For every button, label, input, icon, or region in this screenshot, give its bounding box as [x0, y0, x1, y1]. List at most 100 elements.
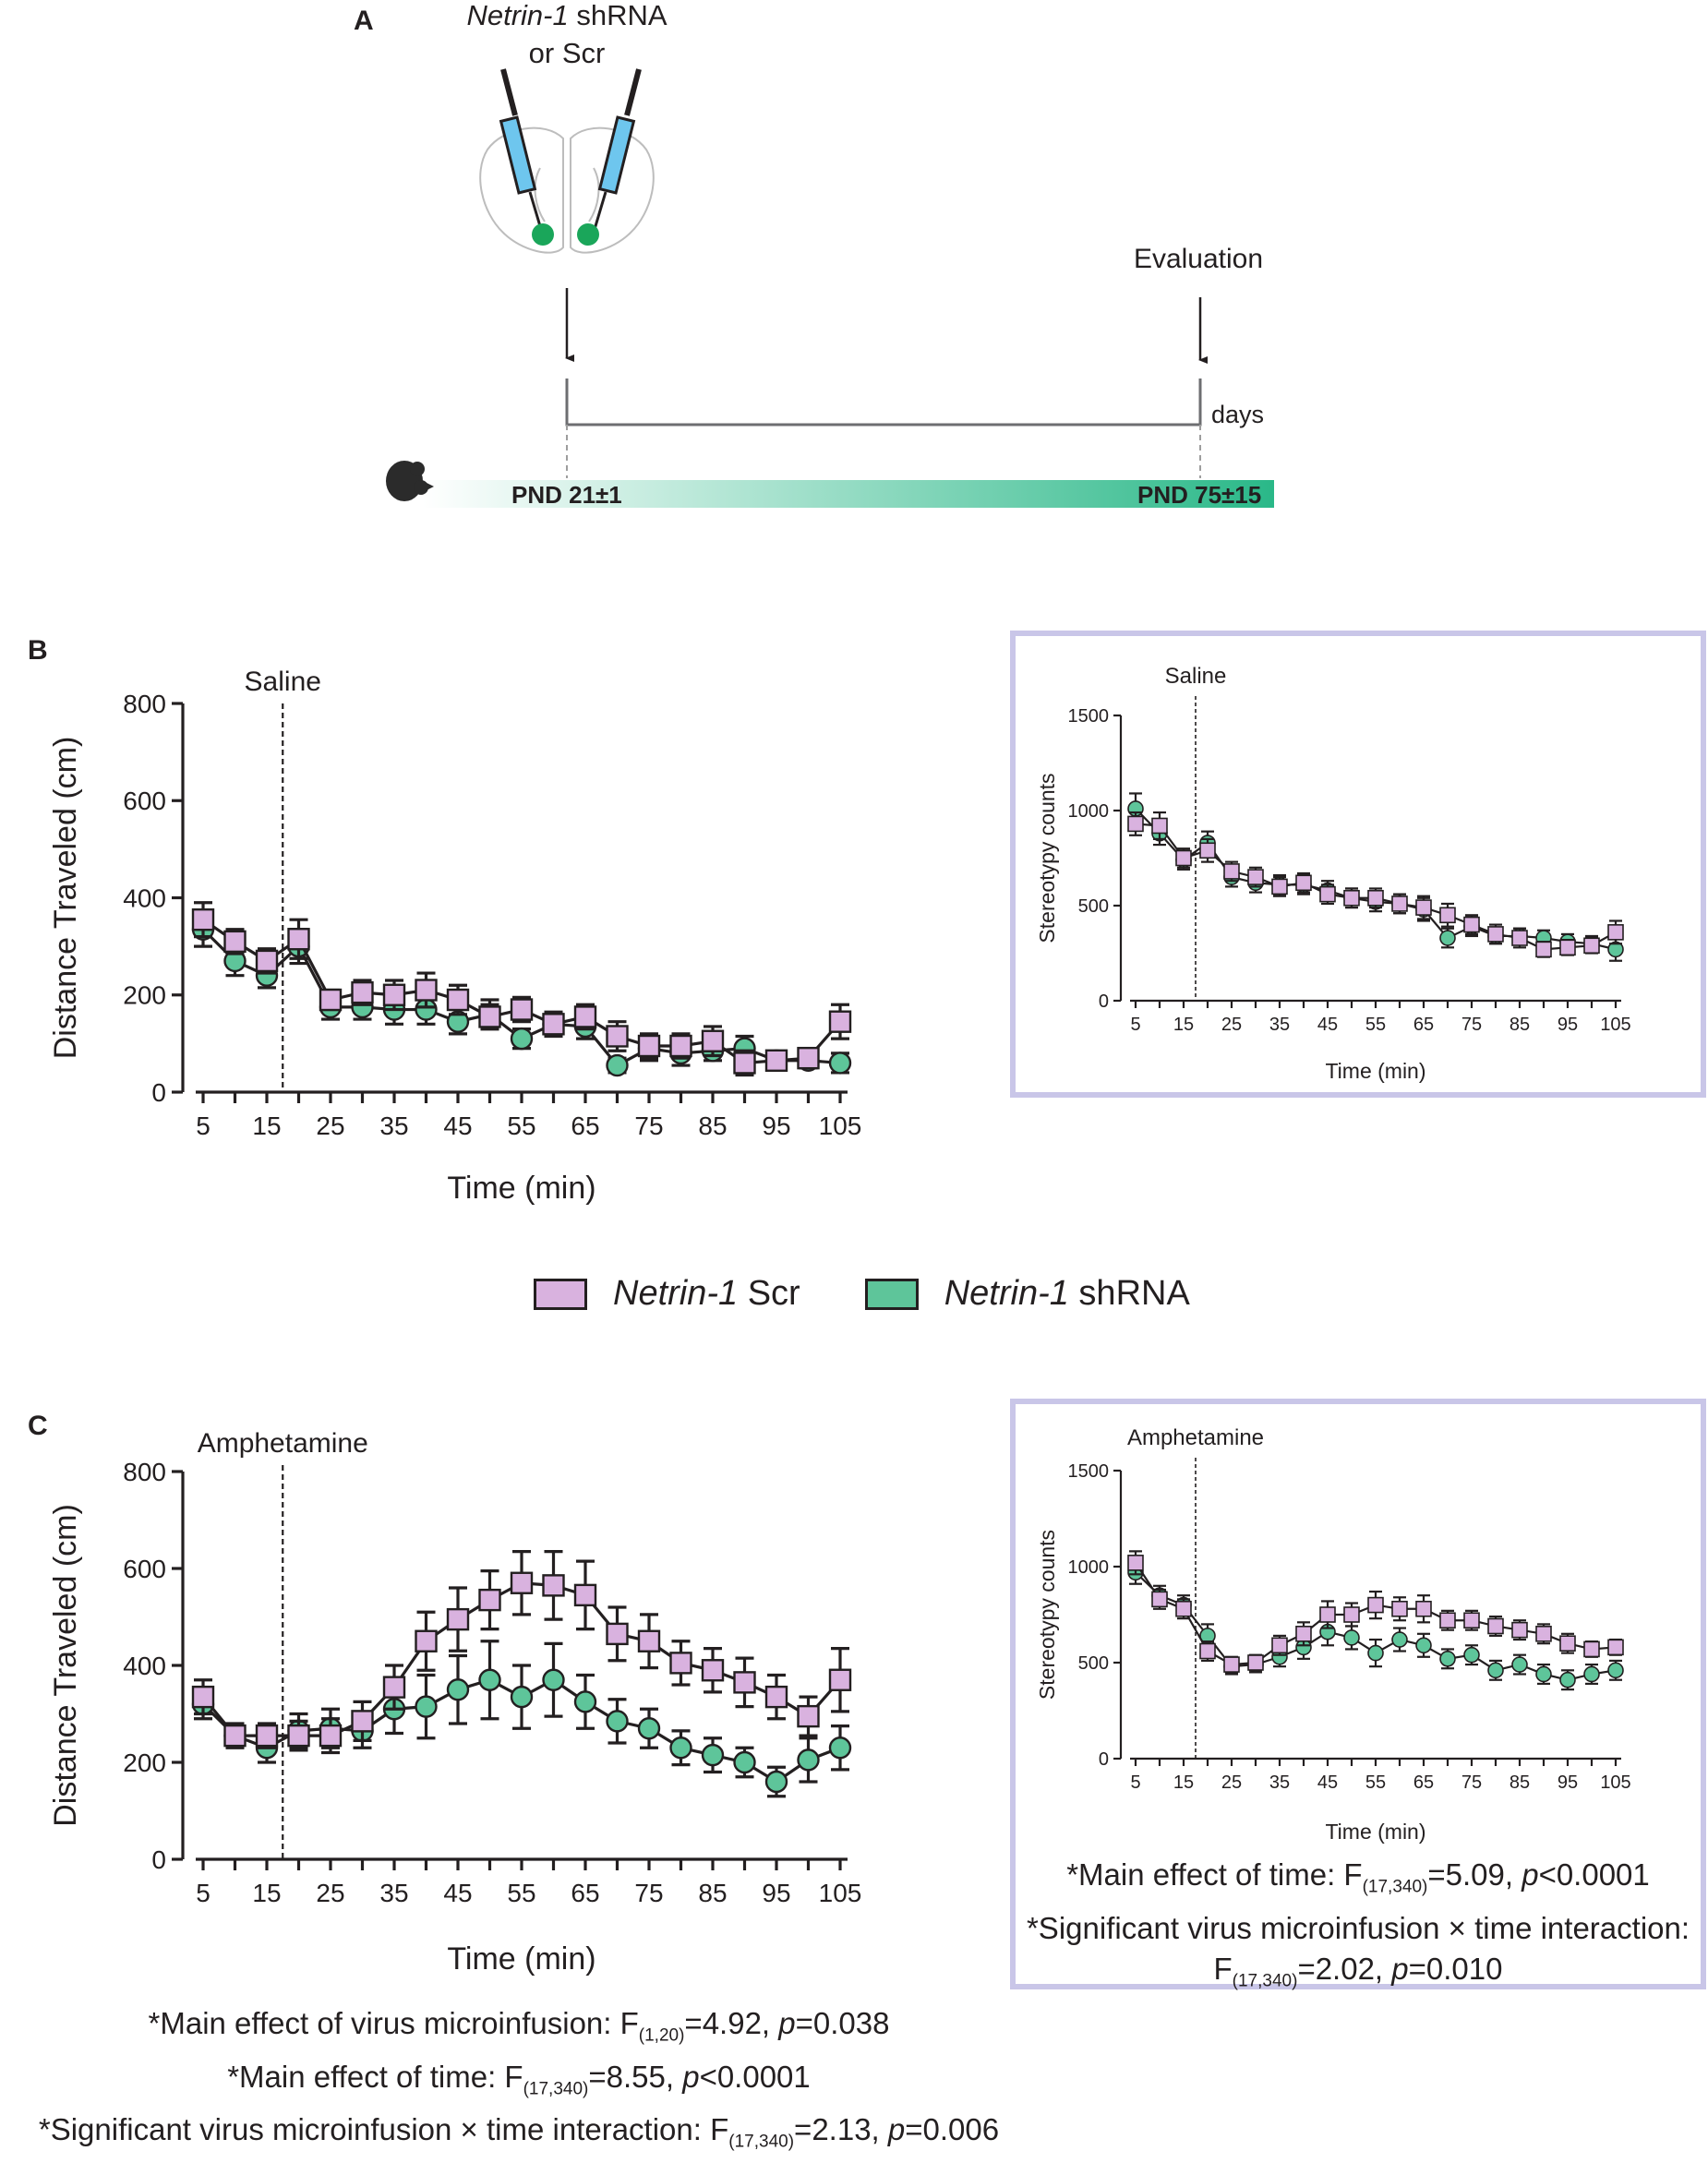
treatment-label: Saline — [1165, 664, 1227, 689]
data-point-scr — [1199, 842, 1216, 859]
injection-site-right — [577, 223, 599, 246]
x-tick-label: 5 — [1130, 1772, 1140, 1793]
data-point-scr — [223, 930, 247, 954]
data-point-scr — [828, 1010, 852, 1033]
data-point-scr — [287, 1724, 310, 1748]
data-point-scr — [1247, 1654, 1264, 1671]
data-point-scr — [606, 1622, 629, 1646]
timeline-gradient-bar — [423, 480, 1274, 508]
y-tick-label: 1500 — [1068, 706, 1110, 727]
timeline-end-label: PND 75±15 — [1137, 481, 1261, 509]
x-tick-label: 45 — [443, 1112, 472, 1140]
stats-inset-line3: F(17,340)=2.02, p=0.010 — [1213, 1951, 1503, 1991]
data-point-shrna — [1391, 1631, 1408, 1648]
data-point-scr — [1295, 1626, 1312, 1642]
data-point-scr — [542, 1574, 565, 1597]
data-point-scr — [1127, 815, 1144, 833]
data-point-shrna — [1511, 1656, 1528, 1673]
data-point-scr — [764, 1685, 788, 1709]
data-point-scr — [701, 1029, 725, 1052]
data-point-scr — [1271, 878, 1288, 895]
data-point-scr — [733, 1671, 756, 1694]
x-tick-label: 85 — [1510, 1015, 1530, 1035]
syringe-left-icon — [499, 68, 545, 236]
data-point-shrna — [1439, 1651, 1456, 1667]
data-point-scr — [223, 1724, 247, 1748]
data-point-shrna — [478, 1668, 501, 1691]
data-point-scr — [1535, 1626, 1552, 1642]
data-point-shrna — [1367, 1644, 1384, 1662]
data-point-scr — [1487, 1617, 1504, 1635]
data-point-scr — [1607, 924, 1624, 941]
data-point-scr — [1199, 1642, 1216, 1660]
x-tick-label: 15 — [252, 1879, 281, 1907]
x-tick-label: 55 — [507, 1879, 535, 1907]
y-tick-label: 0 — [1099, 991, 1109, 1012]
y-axis-label: Distance Traveled (cm) — [48, 737, 83, 1060]
data-point-shrna — [828, 1736, 852, 1760]
data-point-scr — [637, 1034, 661, 1058]
brain-section-icon — [479, 126, 655, 254]
data-point-shrna — [542, 1668, 565, 1691]
stats-main: *Main effect of virus microinfusion: F(1… — [0, 2003, 1038, 2163]
x-tick-label: 95 — [762, 1879, 790, 1907]
injection-site-left — [532, 223, 554, 246]
x-tick-label: 25 — [1221, 1015, 1242, 1035]
x-tick-label: 65 — [571, 1112, 599, 1140]
x-tick-label: 35 — [379, 1879, 408, 1907]
y-axis-label: Stereotypy counts — [1035, 1530, 1059, 1700]
data-point-scr — [510, 998, 534, 1021]
data-point-scr — [351, 980, 374, 1004]
data-point-shrna — [1343, 1629, 1360, 1646]
x-tick-label: 85 — [1510, 1772, 1530, 1793]
y-tick-label: 400 — [123, 1652, 166, 1680]
data-point-scr — [1511, 1621, 1528, 1639]
data-point-scr — [1391, 895, 1408, 912]
x-tick-label: 105 — [1600, 1772, 1630, 1793]
x-tick-label: 95 — [762, 1112, 790, 1140]
data-point-scr — [255, 1724, 279, 1748]
data-point-shrna — [573, 1690, 597, 1713]
data-point-scr — [1175, 849, 1192, 867]
data-point-scr — [1127, 1555, 1144, 1571]
data-point-scr — [1271, 1637, 1288, 1654]
x-tick-label: 35 — [1269, 1015, 1290, 1035]
data-point-scr — [637, 1629, 661, 1652]
treatment-label: Amphetamine — [198, 1428, 368, 1459]
data-point-shrna — [1559, 1671, 1576, 1688]
data-point-scr — [478, 1588, 501, 1612]
timeline-start-label: PND 21±1 — [511, 481, 622, 509]
data-point-scr — [1559, 939, 1576, 956]
data-point-scr — [319, 988, 343, 1012]
data-point-scr — [1439, 1612, 1456, 1629]
y-tick-label: 500 — [1078, 896, 1109, 917]
data-point-scr — [1367, 889, 1384, 907]
days-label: days — [1211, 401, 1264, 428]
x-tick-label: 25 — [316, 1112, 344, 1140]
x-tick-label: 5 — [196, 1112, 210, 1140]
timeline-schematic: Netrin-1 shRNA or Scr Evaluation days PN… — [386, 0, 1274, 509]
stats-inset: *Main effect of time: F(17,340)=5.09, p<… — [1016, 1855, 1701, 2001]
data-point-scr — [446, 1607, 470, 1631]
data-point-scr — [606, 1025, 629, 1048]
data-point-scr — [1319, 885, 1336, 903]
treatment-label: Saline — [245, 667, 321, 697]
data-point-scr — [1487, 926, 1504, 943]
x-tick-label: 105 — [819, 1112, 862, 1140]
data-point-shrna — [797, 1748, 820, 1772]
x-tick-label: 45 — [1317, 1772, 1338, 1793]
stats-inset-line1: *Main effect of time: F(17,340)=5.09, p<… — [1066, 1857, 1650, 1897]
y-tick-label: 800 — [123, 690, 166, 718]
data-point-scr — [542, 1013, 565, 1036]
data-point-shrna — [637, 1717, 661, 1740]
data-point-scr — [287, 928, 310, 951]
x-tick-label: 65 — [1413, 1015, 1434, 1035]
data-point-shrna — [446, 1678, 470, 1701]
panel-letter-a: A — [354, 6, 374, 36]
treatment-label: Amphetamine — [1127, 1425, 1264, 1450]
data-point-shrna — [1607, 1662, 1624, 1679]
data-point-shrna — [669, 1736, 692, 1760]
data-point-scr — [669, 1034, 692, 1058]
x-tick-label: 75 — [634, 1879, 663, 1907]
